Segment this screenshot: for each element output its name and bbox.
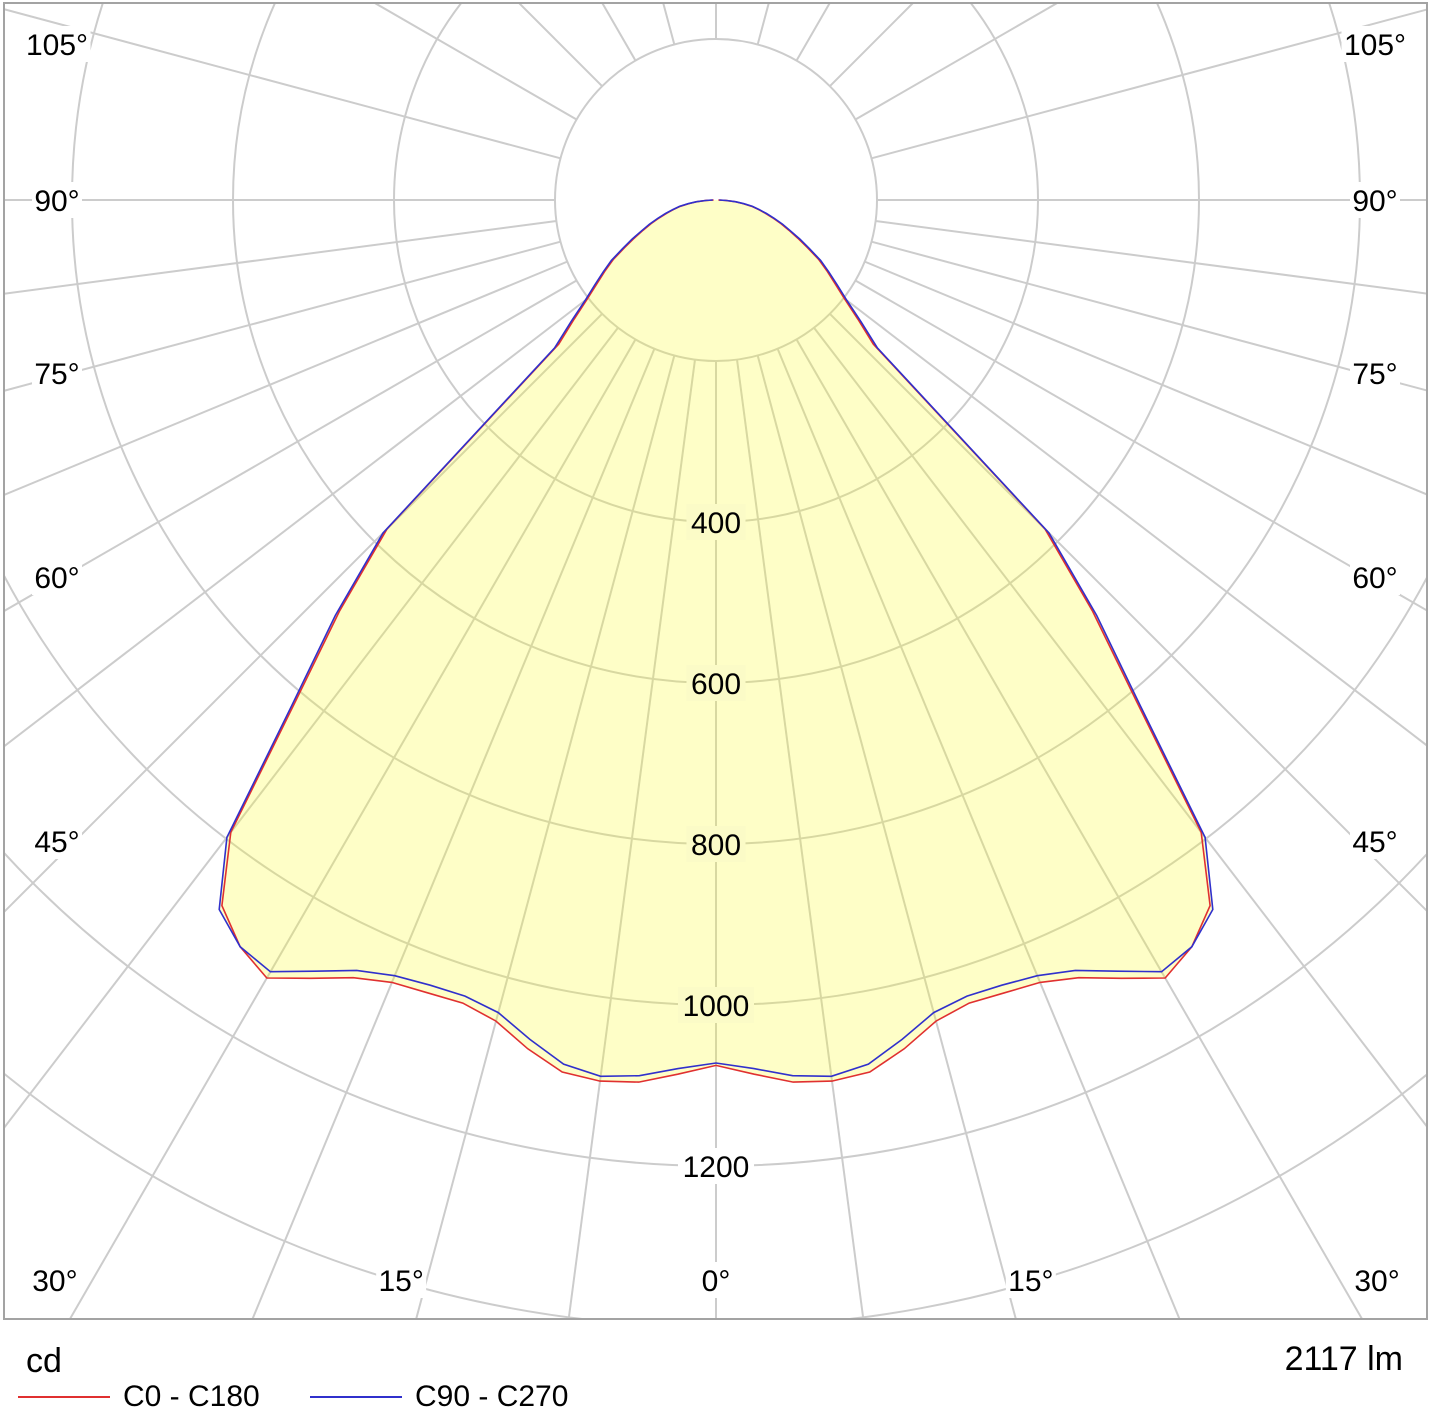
angle-label-box	[32, 355, 82, 391]
legend-label-c90: C90 - C270	[415, 1380, 569, 1413]
angle-label-box	[23, 26, 91, 62]
radial-label-400: 400	[691, 507, 741, 540]
grid-radial-22.5	[776, 348, 1181, 1319]
grid-radial-60	[854, 279, 1427, 612]
legend: C0 - C180 C90 - C270	[0, 1380, 1431, 1414]
angle-label-90: 90°	[34, 185, 79, 218]
grid-radial-30	[795, 338, 1364, 1319]
grid-radial--165	[662, 3, 676, 45]
grid-radial--60	[4, 279, 578, 613]
grid-radial--105	[4, 8, 561, 160]
angle-label-box	[1005, 1262, 1056, 1298]
grid-radial-82.5	[875, 220, 1427, 295]
angle-label-15: 15°	[1008, 1265, 1053, 1298]
grid-radial--7.5	[567, 359, 696, 1319]
angle-label-0: 0°	[702, 1265, 731, 1298]
angle-label-45: 45°	[1352, 826, 1397, 859]
curve-c90-c270	[218, 199, 1214, 1078]
legend-line-c0-icon	[18, 1396, 110, 1398]
grid-radial-7.5	[736, 359, 865, 1319]
grid-radial--22.5	[251, 348, 656, 1319]
angle-label-box	[1350, 182, 1400, 218]
angle-label-box	[32, 559, 82, 595]
grid-radial-15	[756, 355, 1017, 1319]
grid-radial--37.5	[4, 327, 619, 1130]
angle-label-box	[32, 182, 82, 218]
radial-label-box	[686, 826, 746, 862]
angle-label-30: 30°	[1354, 1265, 1399, 1298]
legend-item-c90: C90 - C270	[310, 1380, 568, 1414]
legend-label-c0: C0 - C180	[123, 1380, 260, 1413]
legend-line-c90-icon	[310, 1396, 402, 1398]
angle-label-box	[1350, 355, 1400, 391]
grid-radial-75	[871, 240, 1427, 392]
legend-item-c0: C0 - C180	[18, 1380, 260, 1414]
angle-label-105: 105°	[26, 29, 88, 62]
grid-radial--67.5	[4, 260, 568, 497]
grid-radial--75	[4, 240, 561, 392]
angle-label-15: 15°	[378, 1265, 423, 1298]
radial-label-box	[678, 1148, 754, 1184]
radial-label-box	[686, 665, 746, 701]
angle-label-box	[32, 823, 82, 859]
grid-radial-37.5	[813, 327, 1427, 1129]
angle-label-box	[1350, 559, 1400, 595]
angle-label-box	[699, 1262, 733, 1298]
grid-radial--30	[68, 338, 637, 1319]
angle-label-box	[1341, 26, 1409, 62]
angle-label-90: 90°	[1352, 185, 1397, 218]
radial-label-1000: 1000	[683, 990, 750, 1023]
angle-label-75: 75°	[34, 358, 79, 391]
grid-radial--82.5	[4, 220, 557, 295]
plot-frame	[3, 2, 1428, 1320]
angle-label-105: 105°	[1344, 29, 1406, 62]
radial-label-1200: 1200	[683, 1151, 750, 1184]
radial-label-box	[686, 504, 746, 540]
angle-label-60: 60°	[1352, 562, 1397, 595]
grid-radial-150	[795, 3, 831, 62]
grid-radial--52.5	[4, 297, 589, 748]
radial-label-800: 800	[691, 829, 741, 862]
grid-radial--15	[415, 355, 676, 1319]
radial-label-box	[678, 987, 754, 1023]
angle-label-45: 45°	[34, 826, 79, 859]
angle-label-box	[1352, 1262, 1403, 1298]
grid-radial-67.5	[864, 260, 1427, 496]
angle-label-box	[376, 1262, 427, 1298]
angle-label-box	[29, 1262, 80, 1298]
grid-radial-105	[871, 8, 1427, 160]
unit-label: cd	[26, 1342, 62, 1380]
luminous-flux-label: 2117 lm	[1284, 1340, 1403, 1378]
grid-radial-165	[756, 3, 770, 45]
angle-label-75: 75°	[1352, 358, 1397, 391]
grid-radial-52.5	[843, 297, 1427, 747]
angle-label-box	[1350, 823, 1400, 859]
radial-label-600: 600	[691, 668, 741, 701]
beam-fill	[219, 200, 1213, 1083]
angle-label-30: 30°	[32, 1265, 77, 1298]
angle-label-60: 60°	[34, 562, 79, 595]
